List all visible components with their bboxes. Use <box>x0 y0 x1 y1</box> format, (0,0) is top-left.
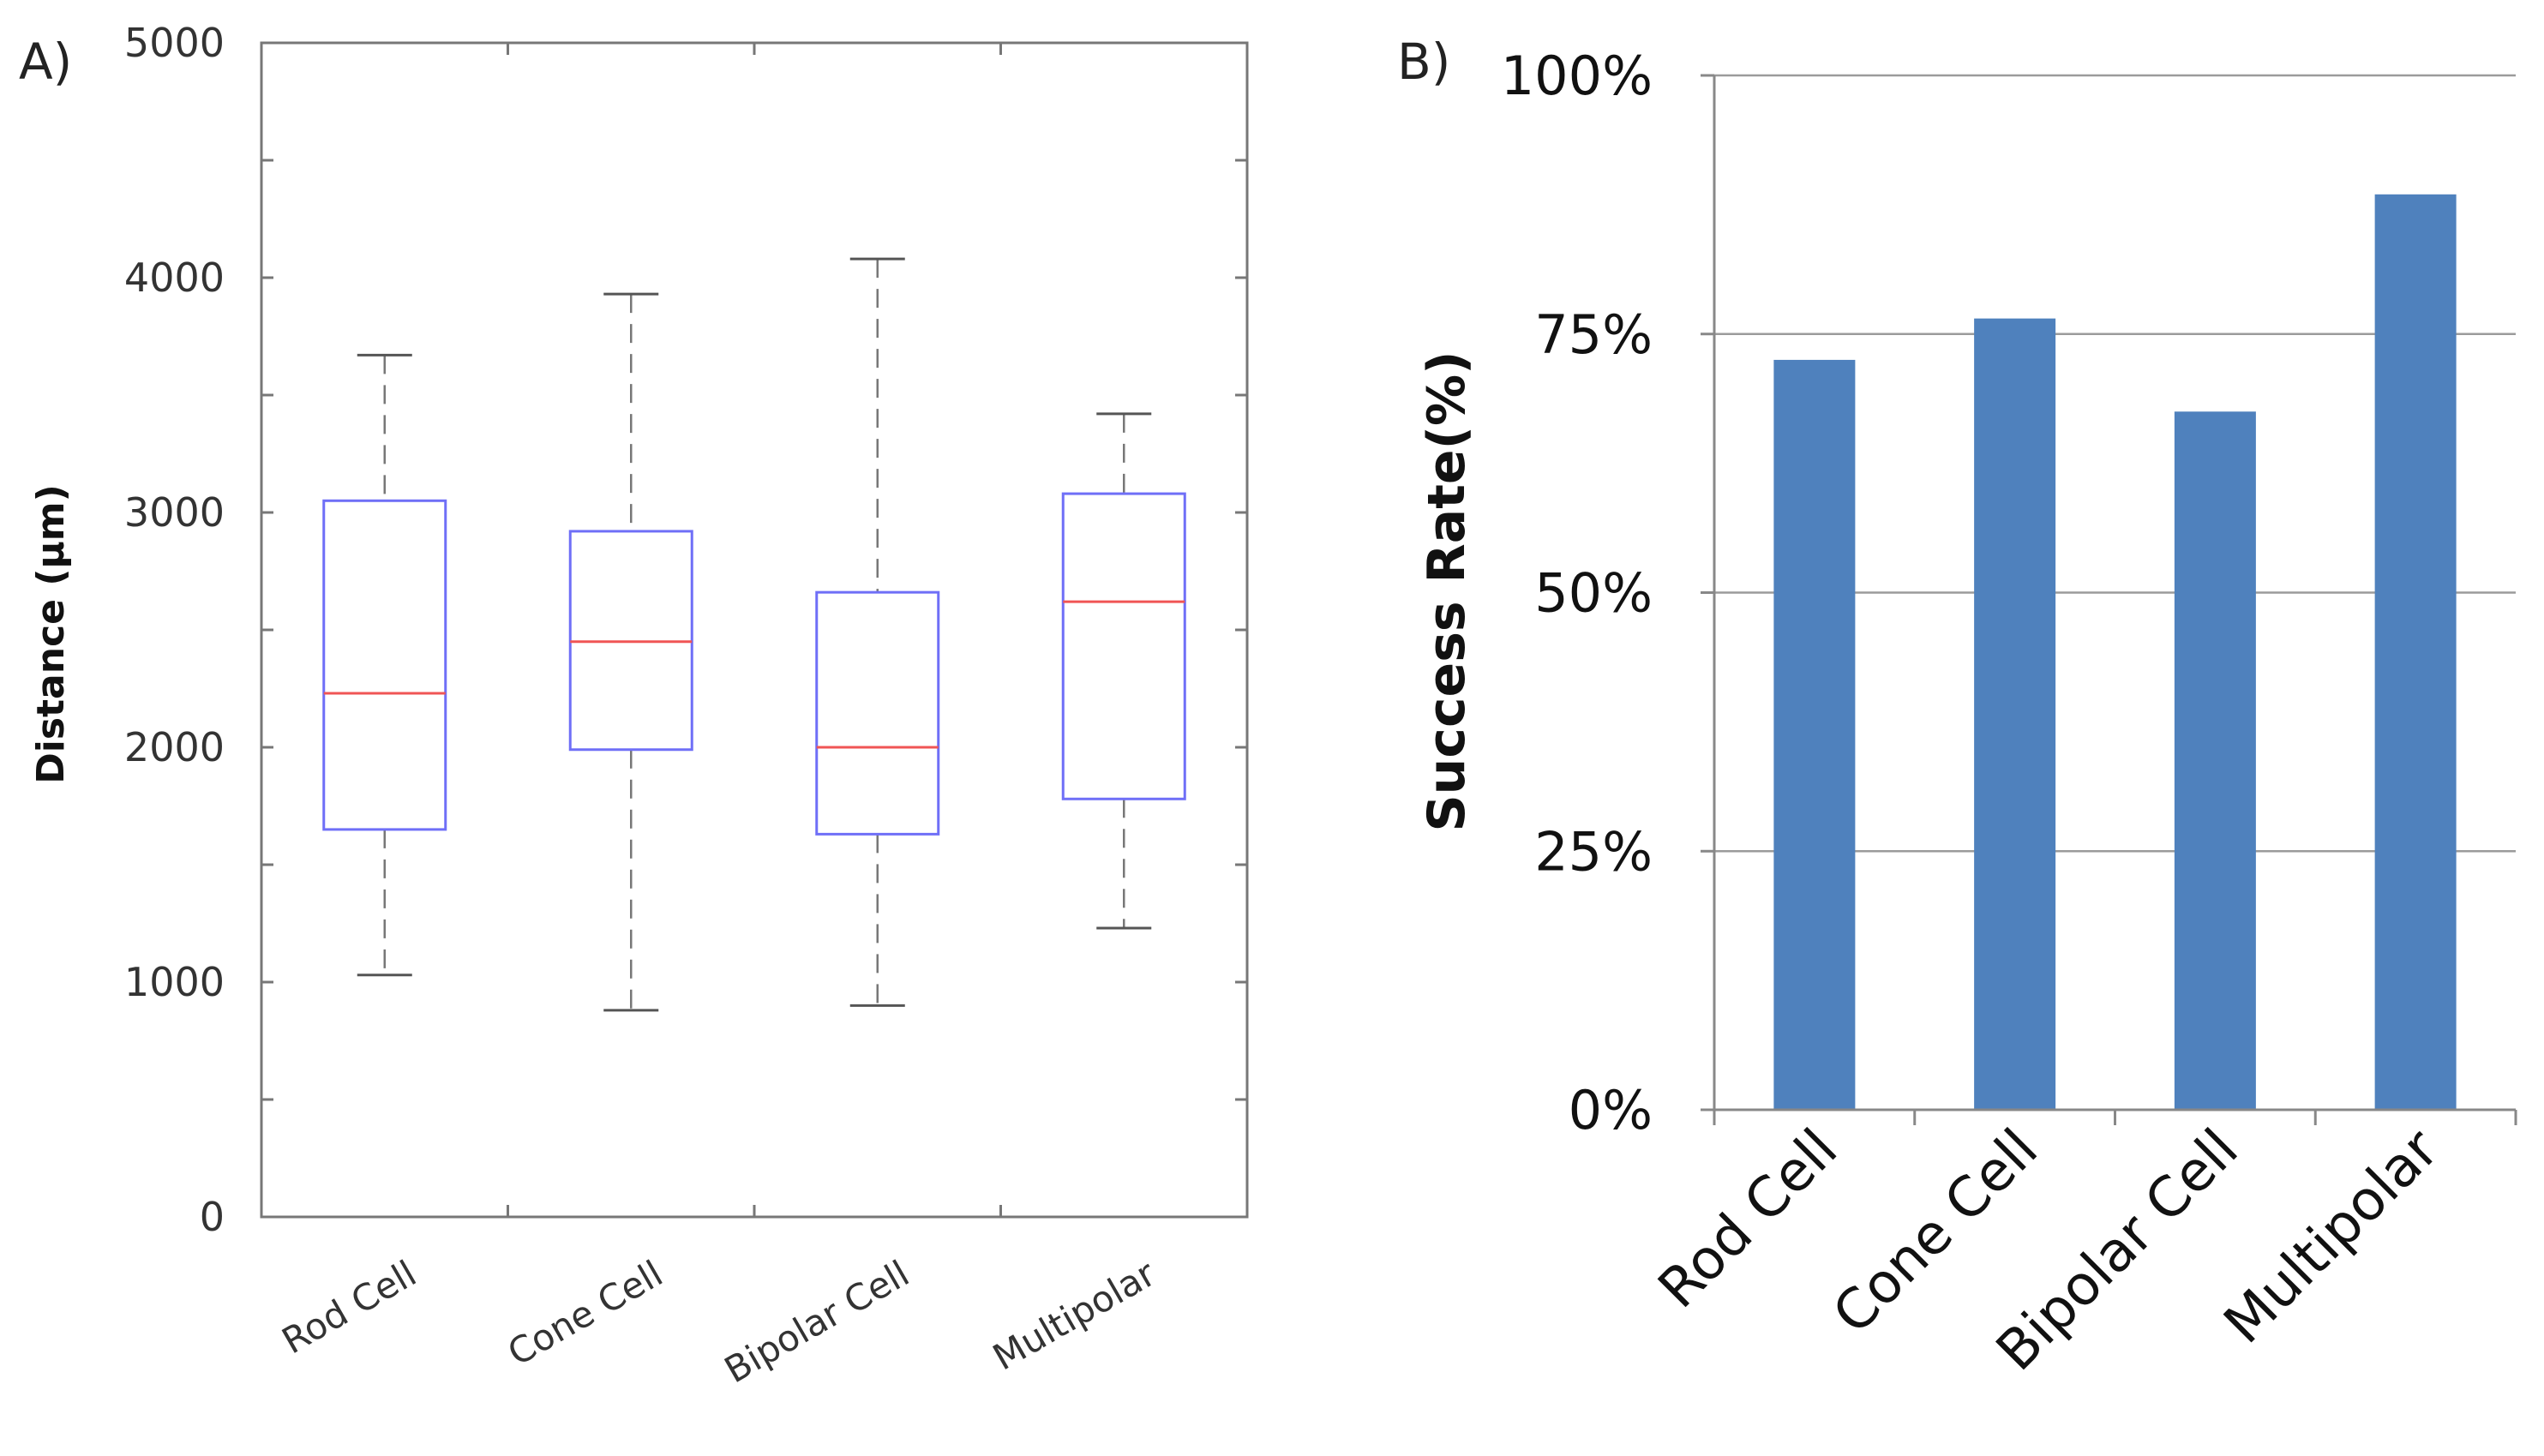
x-category-labels-a: Rod Cell Cone Cell Bipolar Cell Multipolar <box>275 1252 1163 1391</box>
panel-label-b: B) <box>1397 33 1450 91</box>
iqr-box <box>1061 492 1186 800</box>
bar-panel: B) Success Rate(%) 0% 25% 50% 75% 100% Rod C… <box>1397 33 2517 1384</box>
bar <box>1773 359 1856 1110</box>
y-tick-label: 2000 <box>124 724 225 770</box>
x-category-label: Multipolar <box>2212 1117 2451 1357</box>
y-tick-label: 0 <box>200 1194 225 1240</box>
y-tick-label: 1000 <box>124 959 225 1005</box>
bar <box>1974 318 2056 1110</box>
iqr-box <box>322 499 447 831</box>
y-tick-labels-a: 0 1000 2000 3000 4000 5000 <box>124 20 225 1240</box>
y-tick-label: 25% <box>1534 820 1653 883</box>
x-category-label: Multipolar <box>986 1252 1163 1379</box>
x-category-label: Rod Cell <box>275 1252 423 1362</box>
y-tick-labels-b: 0% 25% 50% 75% 100% <box>1501 45 1653 1141</box>
y-tick-label: 0% <box>1569 1079 1653 1141</box>
bar <box>2174 411 2256 1110</box>
x-category-label: Cone Cell <box>501 1252 669 1374</box>
plot-frame-a <box>260 41 1249 1219</box>
y-tick-label: 4000 <box>124 255 225 301</box>
boxplot-panel: A) Distance (µm) 0 1000 2000 3000 4000 5000 R… <box>19 20 1249 1391</box>
panel-label-a: A) <box>19 33 72 91</box>
y-tick-label: 100% <box>1501 45 1653 107</box>
x-category-label: Rod Cell <box>1647 1117 1850 1321</box>
bars-b <box>1773 194 2457 1111</box>
y-tick-label: 5000 <box>124 20 225 66</box>
y-tick-label: 3000 <box>124 489 225 536</box>
axes-b <box>1701 74 2517 1125</box>
y-tick-label: 50% <box>1534 562 1653 625</box>
bar <box>2374 194 2457 1111</box>
boxes-a <box>322 257 1186 1012</box>
iqr-box <box>815 590 940 836</box>
x-category-label: Bipolar Cell <box>717 1252 916 1391</box>
axes-frame-a <box>260 41 1249 1219</box>
y-tick-label: 75% <box>1534 303 1653 366</box>
y-axis-label-a: Distance (µm) <box>29 484 73 784</box>
y-axis-label-b: Success Rate(%) <box>1417 351 1477 831</box>
